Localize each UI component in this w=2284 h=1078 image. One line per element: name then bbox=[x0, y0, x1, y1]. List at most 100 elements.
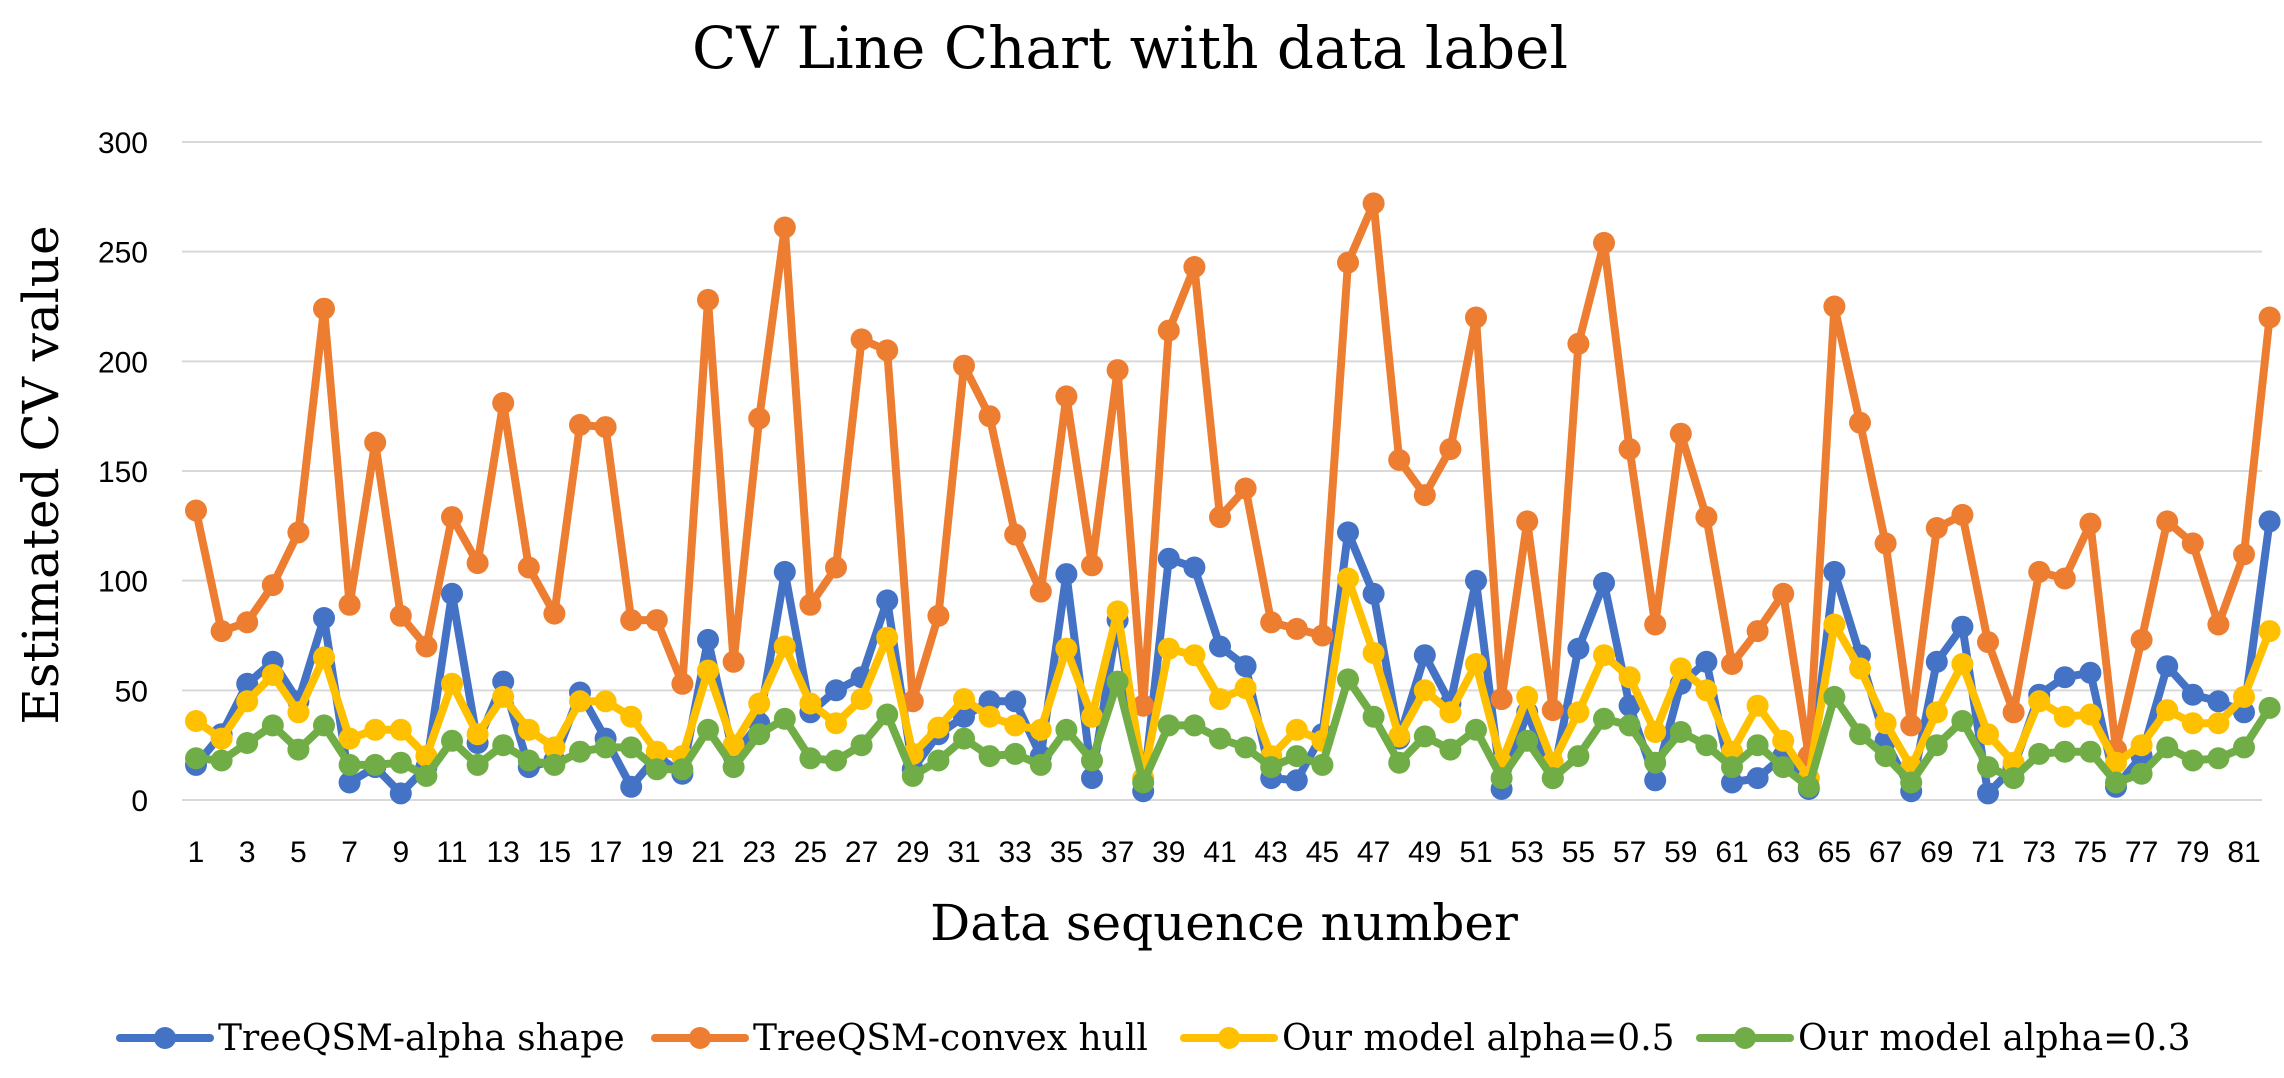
x-tick-label: 77 bbox=[2125, 836, 2158, 869]
data-point bbox=[1362, 642, 1385, 664]
data-point bbox=[185, 499, 207, 522]
legend-item: TreeQSM-alpha shape bbox=[116, 1018, 625, 1059]
data-point bbox=[389, 604, 412, 627]
x-tick-label: 9 bbox=[392, 836, 409, 869]
data-point bbox=[1209, 635, 1231, 658]
data-point bbox=[466, 723, 489, 746]
data-point bbox=[338, 727, 361, 750]
data-point bbox=[1362, 192, 1385, 215]
data-point bbox=[364, 753, 387, 776]
data-point bbox=[978, 705, 1001, 728]
series-2 bbox=[185, 192, 2281, 768]
data-point bbox=[671, 672, 694, 695]
data-point bbox=[517, 556, 540, 579]
legend-swatch-marker bbox=[154, 1027, 176, 1049]
data-point bbox=[1465, 718, 1487, 741]
data-point bbox=[1081, 767, 1103, 790]
x-tick-label: 41 bbox=[1203, 836, 1236, 869]
x-tick-label: 51 bbox=[1459, 836, 1492, 869]
x-tick-label: 17 bbox=[589, 836, 622, 869]
data-point bbox=[1337, 251, 1359, 274]
data-point bbox=[466, 753, 489, 776]
data-point bbox=[2233, 543, 2255, 566]
legend-label: TreeQSM-alpha shape bbox=[218, 1018, 625, 1059]
data-point bbox=[210, 727, 233, 750]
data-point bbox=[2156, 510, 2179, 533]
data-point bbox=[1618, 694, 1641, 717]
data-point bbox=[1439, 438, 1462, 461]
data-point bbox=[1132, 771, 1155, 794]
x-tick-label: 59 bbox=[1664, 836, 1697, 869]
data-point bbox=[620, 775, 643, 798]
x-tick-label: 5 bbox=[290, 836, 307, 869]
data-point bbox=[978, 745, 1001, 768]
data-point bbox=[1055, 718, 1078, 741]
data-point bbox=[313, 714, 335, 737]
x-tick-label: 65 bbox=[1818, 836, 1851, 869]
data-point bbox=[773, 707, 796, 730]
data-point bbox=[876, 626, 899, 649]
data-point bbox=[2079, 703, 2102, 726]
data-point bbox=[1772, 729, 1795, 752]
data-point bbox=[236, 672, 259, 695]
x-tick-label: 7 bbox=[341, 836, 358, 869]
data-point bbox=[287, 701, 310, 724]
data-point bbox=[1311, 753, 1334, 776]
legend-item: TreeQSM-convex hull bbox=[651, 1018, 1148, 1059]
series-4 bbox=[185, 668, 2281, 798]
data-point bbox=[773, 635, 796, 658]
data-point bbox=[2207, 613, 2230, 636]
data-point bbox=[1925, 734, 1948, 757]
legend-item: Our model alpha=0.3 bbox=[1696, 1018, 2191, 1059]
data-point bbox=[466, 552, 489, 575]
data-point bbox=[1234, 477, 1257, 500]
data-point bbox=[876, 589, 899, 612]
data-point bbox=[1593, 231, 1615, 254]
data-point bbox=[850, 688, 873, 711]
data-point bbox=[722, 756, 745, 779]
x-tick-label: 71 bbox=[1971, 836, 2004, 869]
data-point bbox=[773, 560, 796, 583]
data-point bbox=[1183, 714, 1206, 737]
data-point bbox=[1260, 611, 1283, 634]
data-point bbox=[1234, 655, 1257, 678]
data-point bbox=[799, 593, 822, 616]
data-point bbox=[1183, 556, 1206, 579]
data-point bbox=[1106, 359, 1129, 382]
data-point bbox=[1157, 319, 1180, 342]
data-point bbox=[1874, 712, 1897, 735]
data-point bbox=[1234, 677, 1257, 700]
data-point bbox=[1055, 637, 1078, 660]
data-point bbox=[1823, 560, 1846, 583]
series-3 bbox=[185, 567, 2281, 790]
series-line bbox=[192, 675, 2274, 791]
data-point bbox=[236, 732, 259, 754]
data-point bbox=[953, 688, 975, 711]
y-tick-label: 100 bbox=[98, 566, 148, 599]
legend-swatch-marker bbox=[1218, 1027, 1240, 1049]
x-tick-label: 3 bbox=[239, 836, 256, 869]
data-point bbox=[1285, 617, 1308, 640]
x-tick-label: 57 bbox=[1613, 836, 1646, 869]
series-line bbox=[192, 199, 2274, 761]
data-point bbox=[441, 672, 463, 695]
data-point bbox=[1900, 771, 1923, 794]
x-tick-label: 75 bbox=[2074, 836, 2107, 869]
data-point bbox=[697, 659, 719, 682]
x-tick-label: 79 bbox=[2176, 836, 2209, 869]
x-tick-label: 13 bbox=[487, 836, 520, 869]
data-point bbox=[236, 611, 259, 634]
data-point bbox=[1746, 734, 1769, 757]
data-point bbox=[1081, 705, 1103, 728]
data-point bbox=[1644, 751, 1667, 774]
data-point bbox=[1669, 721, 1692, 743]
data-point bbox=[1951, 710, 1974, 732]
data-point bbox=[2156, 655, 2179, 678]
data-point bbox=[1516, 685, 1539, 708]
data-point bbox=[1951, 503, 1974, 526]
y-tick-label: 50 bbox=[115, 675, 148, 708]
data-point bbox=[569, 690, 591, 713]
x-tick-label: 61 bbox=[1715, 836, 1748, 869]
x-tick-label: 69 bbox=[1920, 836, 1953, 869]
